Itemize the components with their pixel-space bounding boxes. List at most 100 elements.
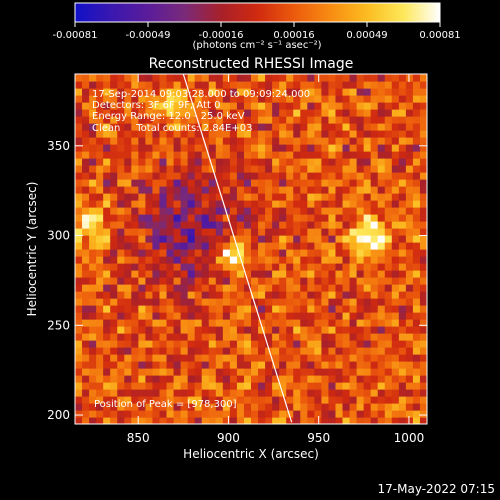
heatmap-cell: [82, 375, 90, 383]
heatmap-cell: [75, 375, 83, 383]
heatmap-cell: [307, 396, 315, 404]
heatmap-cell: [279, 74, 287, 82]
heatmap-cell: [215, 375, 224, 383]
heatmap-cell: [272, 228, 280, 236]
heatmap-cell: [82, 151, 90, 159]
heatmap-cell: [124, 151, 132, 159]
heatmap-cell: [194, 277, 203, 285]
heatmap-cell: [131, 417, 139, 424]
heatmap-cell: [363, 172, 372, 180]
heatmap-cell: [251, 263, 259, 271]
heatmap-cell: [391, 417, 400, 424]
heatmap-cell: [314, 319, 322, 327]
heatmap-cell: [222, 326, 231, 334]
heatmap-cell: [180, 242, 189, 250]
heatmap-cell: [307, 123, 315, 131]
heatmap-cell: [159, 242, 168, 250]
heatmap-cell: [180, 235, 189, 243]
heatmap-cell: [201, 109, 210, 117]
heatmap-cell: [110, 74, 118, 75]
heatmap-cell: [159, 333, 168, 341]
heatmap-cell: [236, 102, 245, 110]
heatmap-cell: [398, 410, 407, 418]
heatmap-cell: [138, 130, 146, 138]
heatmap-cell: [166, 403, 175, 411]
heatmap-cell: [131, 179, 139, 187]
heatmap-cell: [117, 200, 125, 208]
heatmap-cell: [363, 417, 372, 424]
heatmap-cell: [236, 326, 245, 334]
heatmap-cell: [356, 179, 365, 187]
heatmap-cell: [173, 193, 182, 201]
heatmap-cell: [384, 410, 393, 418]
heatmap-cell: [229, 88, 238, 96]
heatmap-cell: [356, 382, 365, 390]
heatmap-cell: [194, 151, 203, 159]
heatmap-cell: [117, 256, 125, 264]
heatmap-cell: [377, 151, 386, 159]
heatmap-cell: [356, 347, 365, 355]
heatmap-cell: [159, 228, 168, 236]
heatmap-cell: [138, 410, 146, 418]
heatmap-cell: [138, 326, 146, 334]
heatmap-cell: [222, 88, 231, 96]
heatmap-cell: [208, 172, 217, 180]
heatmap-cell: [307, 172, 315, 180]
heatmap-cell: [124, 102, 132, 110]
heatmap-cell: [159, 319, 168, 327]
heatmap-cell: [286, 347, 294, 355]
heatmap-cell: [96, 74, 104, 82]
heatmap-cell: [89, 291, 97, 299]
heatmap-cell: [419, 186, 427, 194]
heatmap-cell: [398, 74, 407, 82]
heatmap-cell: [222, 228, 231, 236]
heatmap-cell: [187, 207, 196, 215]
heatmap-cell: [328, 88, 337, 96]
heatmap-cell: [370, 74, 379, 82]
heatmap-cell: [124, 88, 132, 96]
heatmap-cell: [349, 403, 358, 411]
heatmap-cell: [96, 347, 104, 355]
heatmap-cell: [89, 396, 97, 404]
heatmap-cell: [236, 109, 245, 117]
heatmap-cell: [159, 382, 168, 390]
heatmap-cell: [412, 235, 421, 243]
heatmap-cell: [201, 249, 210, 257]
heatmap-cell: [328, 81, 337, 89]
heatmap-cell: [314, 214, 322, 222]
heatmap-cell: [222, 396, 231, 404]
heatmap-cell: [194, 389, 203, 397]
heatmap-cell: [75, 347, 83, 355]
heatmap-cell: [370, 74, 379, 75]
info-line-time: 17-Sep-2014 09:03:28.000 to 09:09:24.000: [92, 89, 310, 100]
heatmap-cell: [405, 256, 414, 264]
heatmap-cell: [173, 137, 182, 145]
heatmap-cell: [173, 312, 182, 320]
heatmap-cell: [321, 235, 330, 243]
heatmap-cell: [356, 228, 365, 236]
heatmap-cell: [349, 228, 358, 236]
heatmap-cell: [159, 270, 168, 278]
heatmap-cell: [363, 403, 372, 411]
heatmap-cell: [405, 81, 414, 89]
heatmap-cell: [370, 123, 379, 131]
heatmap-cell: [187, 305, 196, 313]
heatmap-cell: [405, 130, 414, 138]
heatmap-cell: [201, 389, 210, 397]
heatmap-cell: [96, 256, 104, 264]
heatmap-cell: [377, 172, 386, 180]
heatmap-cell: [370, 221, 379, 229]
heatmap-cell: [138, 382, 146, 390]
heatmap-cell: [321, 242, 330, 250]
heatmap-cell: [75, 249, 83, 257]
heatmap-cell: [180, 354, 189, 362]
heatmap-cell: [300, 242, 308, 250]
heatmap-cell: [391, 109, 400, 117]
heatmap-cell: [138, 375, 146, 383]
heatmap-cell: [208, 326, 217, 334]
heatmap-cell: [236, 333, 245, 341]
heatmap-cell: [124, 165, 132, 173]
heatmap-cell: [398, 172, 407, 180]
heatmap-cell: [405, 242, 414, 250]
heatmap-cell: [173, 102, 182, 110]
